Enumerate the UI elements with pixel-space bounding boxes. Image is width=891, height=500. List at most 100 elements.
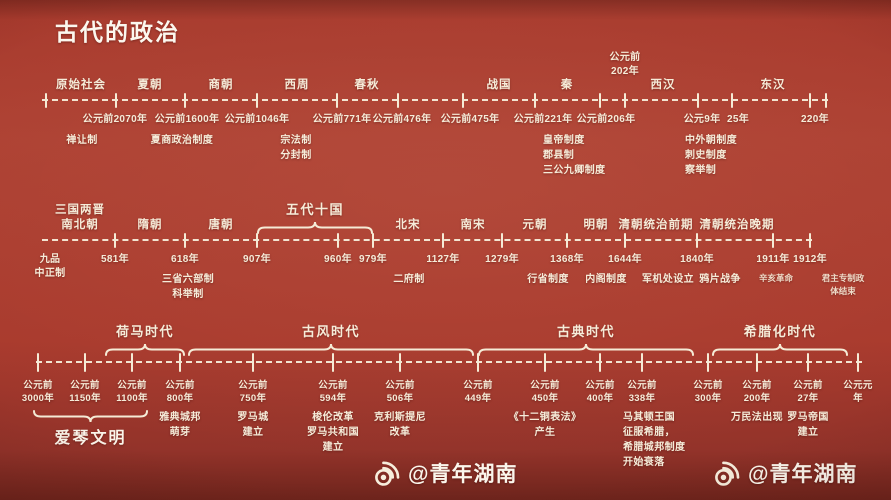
tick-mark — [184, 92, 186, 108]
date-label: 公元前 1100年 — [116, 380, 148, 404]
era-brace — [33, 410, 148, 423]
note-label: 内阁制度 — [585, 274, 627, 285]
tick-mark — [641, 352, 643, 372]
tick-mark — [131, 352, 133, 372]
date-label: 九品 中正制 — [34, 254, 66, 279]
date-label: 公元前 449年 — [463, 380, 493, 404]
date-label: 公元前 27年 — [793, 380, 823, 404]
period-label: 战国 — [486, 78, 512, 91]
date-label: 公元前 200年 — [742, 380, 772, 404]
note-label: 万民法出现 — [731, 412, 783, 423]
tick-mark — [114, 232, 116, 248]
date-label: 1912年 — [793, 254, 827, 265]
date-label: 1368年 — [550, 254, 584, 265]
watermark-handle: @青年湖南 — [748, 463, 858, 486]
date-label: 公元前221年 — [513, 114, 573, 125]
note-label: 中外朝制度 刺史制度 察举制 — [685, 135, 737, 176]
period-label: 唐朝 — [208, 218, 234, 231]
date-label: 1644年 — [608, 254, 642, 265]
above-date-label: 公元前 202年 — [609, 52, 641, 77]
page-title: 古代的政治 — [55, 19, 180, 45]
tick-mark — [37, 352, 39, 372]
date-label: 1279年 — [485, 254, 519, 265]
period-label: 三国两晋 南北朝 — [55, 204, 105, 231]
date-label: 公元前 800年 — [165, 380, 195, 404]
note-label: 鸦片战争 — [699, 274, 741, 285]
period-label: 北宋 — [395, 218, 421, 231]
note-label: 罗马城 建立 — [237, 412, 269, 438]
tick-mark — [807, 352, 809, 372]
note-label: 宗法制 分封制 — [280, 135, 312, 161]
note-label: 行省制度 — [527, 274, 569, 285]
tick-mark — [697, 92, 699, 108]
tick-mark — [442, 232, 444, 248]
date-label: 1127年 — [426, 254, 460, 265]
date-label: 979年 — [359, 254, 387, 265]
date-label: 公元前476年 — [372, 114, 432, 125]
tick-mark — [624, 232, 626, 248]
tick-mark — [772, 232, 774, 248]
watermark-handle: @青年湖南 — [408, 463, 518, 486]
tick-mark — [84, 352, 86, 372]
tick-mark — [115, 92, 117, 108]
date-label: 581年 — [101, 254, 129, 265]
date-label: 公元前 400年 — [585, 380, 615, 404]
tick-mark — [462, 92, 464, 108]
tick-mark — [857, 352, 859, 372]
tick-mark — [707, 352, 709, 372]
tick-mark — [372, 232, 374, 248]
note-label: 梭伦改革 罗马共和国 建立 — [307, 412, 359, 453]
tick-mark — [179, 352, 181, 372]
watermark-left: @青年湖南 — [372, 458, 517, 488]
note-label: 《十二铜表法》 产生 — [508, 412, 582, 438]
date-label: 公元前 594年 — [318, 380, 348, 404]
date-label: 907年 — [243, 254, 271, 265]
tick-mark — [477, 352, 479, 372]
timeline-greece-rome: 公元前 3000年 公元前 1150年 公元前 1100年 公元前 800年 公元前 7… — [0, 300, 891, 475]
era-label: 五代十国 — [285, 202, 345, 217]
tick-mark — [256, 92, 258, 108]
note-label: 罗马帝国 建立 — [787, 412, 829, 438]
note-label: 雅典城邦 萌芽 — [159, 412, 201, 438]
period-label: 清朝统治晚期 — [699, 218, 775, 231]
date-label: 公元前2070年 — [82, 114, 148, 125]
date-label: 公元9年 — [683, 114, 721, 125]
date-label: 960年 — [324, 254, 352, 265]
date-label: 公元前771年 — [312, 114, 372, 125]
timeline-axis — [42, 239, 812, 241]
period-label: 秦 — [560, 78, 574, 91]
period-label: 夏朝 — [137, 78, 163, 91]
tick-mark — [501, 232, 503, 248]
era-label: 希腊化时代 — [743, 324, 817, 339]
period-label: 南宋 — [460, 218, 486, 231]
date-label: 公元前1046年 — [224, 114, 290, 125]
date-label: 公元元年 — [843, 380, 873, 404]
period-label: 西汉 — [650, 78, 676, 91]
note-label: 皇帝制度 郡县制 三公九卿制度 — [543, 135, 606, 176]
tick-mark — [45, 92, 47, 108]
period-label: 元朝 — [522, 218, 548, 231]
note-label: 军机处设立 — [642, 274, 694, 285]
note-label: 马其顿王国 征服希腊， 希腊城邦制度 开始衰落 — [623, 412, 686, 468]
date-label: 公元前 450年 — [530, 380, 560, 404]
period-label: 春秋 — [354, 78, 380, 91]
timeline-axis — [36, 361, 862, 363]
note-label: 夏商政治制度 — [150, 135, 214, 146]
watermark-right: @青年湖南 — [712, 458, 857, 488]
tick-mark — [809, 232, 811, 248]
note-label: 辛亥革命 — [758, 273, 794, 283]
weibo-icon — [372, 459, 402, 487]
date-label: 公元前 338年 — [627, 380, 657, 404]
date-label: 公元前475年 — [440, 114, 500, 125]
date-label: 1840年 — [680, 254, 714, 265]
era-label: 古典时代 — [556, 324, 616, 339]
tick-mark — [696, 232, 698, 248]
date-label: 公元前 506年 — [385, 380, 415, 404]
tick-mark — [397, 92, 399, 108]
tick-mark — [599, 92, 601, 108]
tick-mark — [756, 352, 758, 372]
tick-mark — [566, 232, 568, 248]
date-label: 公元前206年 — [576, 114, 636, 125]
era-label: 荷马时代 — [115, 324, 175, 339]
